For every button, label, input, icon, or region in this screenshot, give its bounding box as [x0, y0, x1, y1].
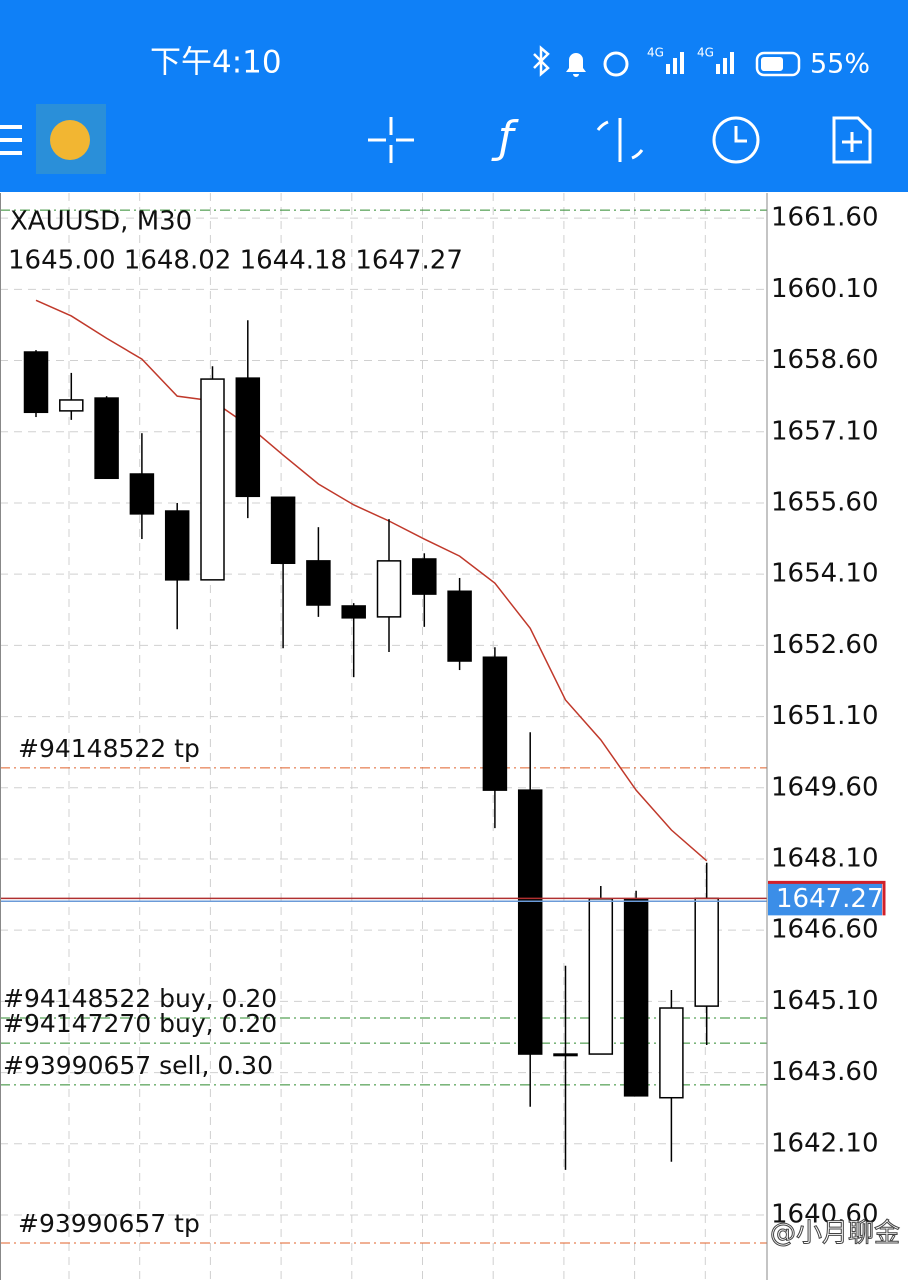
candle-body [94, 397, 119, 480]
candle-body [482, 656, 508, 791]
y-tick-label: 1649.60 [771, 772, 879, 802]
candle-body [376, 560, 402, 618]
order-label: #93990657 tp [18, 1209, 200, 1238]
y-tick-label: 1642.10 [771, 1128, 879, 1158]
app-logo-mark [50, 120, 90, 160]
bell-icon [566, 53, 586, 77]
y-tick-label: 1655.60 [771, 487, 879, 517]
y-tick-label: 1660.10 [771, 274, 879, 304]
bluetooth-icon [533, 45, 550, 77]
order-label: #93990657 sell, 0.30 [3, 1051, 273, 1080]
candle-body [517, 789, 543, 1055]
battery-label: 55% [810, 49, 870, 80]
header-bar: 下午4:10 4G 4G 55% ƒ [0, 0, 908, 192]
battery-icon [755, 51, 801, 77]
clock: 下午4:10 [150, 45, 282, 81]
battery-level [761, 57, 783, 71]
order-label: #94148522 buy, 0.20 [3, 984, 277, 1013]
order-label: #94148522 tp [18, 734, 200, 763]
y-tick-label: 1661.60 [771, 203, 879, 233]
candle-body [447, 590, 472, 662]
candle-body [553, 1053, 578, 1057]
alarm-icon [603, 51, 629, 77]
signal-icon [666, 52, 734, 74]
y-tick-label: 1648.10 [771, 843, 879, 873]
menu-button[interactable] [0, 125, 22, 155]
ohlc-text: 1645.00 1648.02 1644.18 1647.27 [8, 246, 463, 276]
candle-body [129, 473, 155, 515]
y-tick-label: 1640.60 [771, 1199, 879, 1229]
candle-body [164, 510, 190, 581]
candle-body [59, 399, 84, 412]
crosshair-button[interactable] [368, 117, 414, 163]
candle-body [694, 897, 719, 1007]
y-tick-label: 1651.10 [771, 701, 879, 731]
chart-title: XAUUSD, M30 [10, 207, 192, 237]
candle-body [588, 898, 614, 1055]
network-label: 4G [647, 46, 664, 60]
y-tick-label: 1658.60 [771, 345, 879, 375]
candle-body [23, 351, 49, 414]
bid-label-border [768, 880, 886, 916]
candle-body [341, 605, 366, 619]
candle-body [412, 558, 437, 595]
timeframe-button[interactable] [712, 116, 760, 164]
bid-label: 1647.27 [776, 884, 884, 914]
bid-label-box [768, 882, 882, 916]
candle-body [200, 378, 225, 581]
y-tick-label: 1645.10 [771, 986, 879, 1016]
candle-body [306, 560, 331, 606]
y-tick-label: 1646.60 [771, 915, 879, 945]
candle-body [270, 496, 296, 564]
y-tick-label: 1657.10 [771, 416, 879, 446]
candle-body [235, 377, 261, 498]
y-tick-label: 1654.10 [771, 559, 879, 589]
new-order-button[interactable] [832, 116, 872, 164]
y-tick-label: 1652.60 [771, 630, 879, 660]
watermark: @小月聊金 [770, 1219, 900, 1249]
order-label: #94147270 buy, 0.20 [3, 1009, 277, 1038]
clock-hands [734, 126, 747, 143]
chart-background [0, 192, 908, 1280]
y-tick-label: 1643.60 [771, 1057, 879, 1087]
candle-body [623, 898, 649, 1097]
trade-button[interactable] [596, 118, 644, 162]
network-label: 4G [697, 46, 714, 60]
candle-body [659, 1007, 684, 1099]
moving-average [35, 299, 708, 862]
